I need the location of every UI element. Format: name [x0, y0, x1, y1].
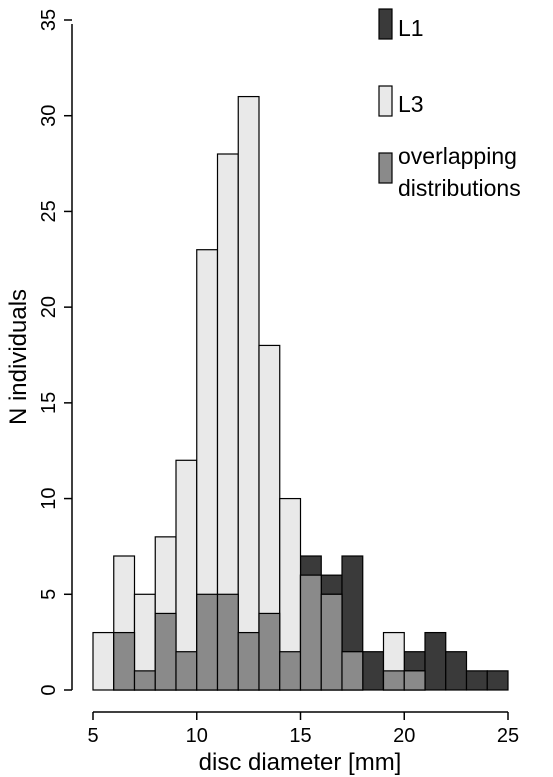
x-axis-title: disc diameter [mm] [199, 749, 402, 776]
bar-l1-21 [424, 631, 447, 691]
bar-overlapping-distributions-14 [279, 651, 302, 691]
x-tick-label: 15 [289, 725, 311, 747]
legend-label-l1: L1 [398, 15, 424, 41]
y-tick-label: 20 [38, 296, 60, 318]
bar-overlapping-distributions-16 [320, 593, 343, 691]
bar-overlapping-distributions-20 [403, 670, 426, 691]
y-axis-title: N individuals [5, 289, 32, 425]
x-tick-label: 20 [393, 725, 415, 747]
x-tick-label: 5 [87, 725, 98, 747]
bar-l1-24 [486, 670, 509, 691]
bar-overlapping-distributions-13 [258, 612, 281, 691]
legend-swatch-overlap [378, 152, 393, 184]
bar-overlapping-distributions-8 [154, 612, 177, 691]
bar-l3-5 [92, 631, 115, 691]
bar-overlapping-distributions-10 [196, 593, 219, 691]
bar-overlapping-distributions-12 [237, 631, 260, 691]
y-tick-label: 5 [38, 589, 60, 600]
legend: L1 L3 overlapping distributions [378, 8, 521, 201]
x-tick-label: 10 [186, 725, 208, 747]
bar-l1-18 [362, 651, 385, 691]
x-axis-ticks: 5 10 15 20 25 [87, 712, 519, 747]
legend-label-l3: L3 [398, 91, 424, 117]
legend-label-overlap-line2: distributions [398, 175, 521, 201]
bar-overlapping-distributions-19 [382, 670, 405, 691]
y-tick-label: 10 [38, 487, 60, 509]
bar-l3-12 [237, 95, 260, 691]
bar-overlapping-distributions-11 [216, 593, 239, 691]
bar-l1-23 [465, 670, 488, 691]
bars-layer [92, 95, 509, 691]
y-tick-label: 30 [38, 105, 60, 127]
bar-overlapping-distributions-17 [341, 651, 364, 691]
y-axis-ticks: 0 5 10 15 20 25 30 35 [38, 9, 72, 696]
y-tick-label: 15 [38, 392, 60, 414]
x-tick-label: 25 [497, 725, 519, 747]
bar-overlapping-distributions-6 [113, 631, 136, 691]
y-tick-label: 0 [38, 684, 60, 695]
legend-swatch-l1 [378, 8, 393, 40]
legend-label-overlap-line1: overlapping [398, 143, 517, 169]
bar-l1-22 [445, 651, 468, 691]
bar-overlapping-distributions-15 [299, 574, 322, 691]
bar-overlapping-distributions-9 [175, 651, 198, 691]
bar-overlapping-distributions-7 [133, 670, 156, 691]
y-tick-label: 25 [38, 200, 60, 222]
y-tick-label: 35 [38, 9, 60, 31]
legend-swatch-l3 [378, 85, 393, 117]
